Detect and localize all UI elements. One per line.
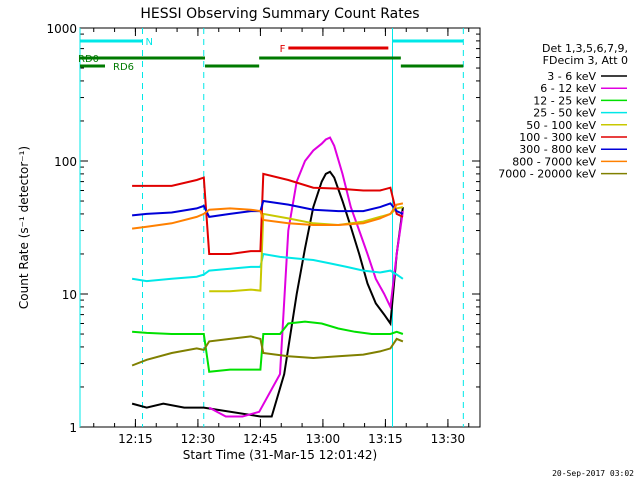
y-tick-label: 100 xyxy=(54,155,77,169)
legend-label: 3 - 6 keV xyxy=(547,70,596,83)
x-tick-label: 12:30 xyxy=(181,432,216,446)
x-tick-label: 12:45 xyxy=(243,432,278,446)
legend-header-line: FDecim 3, Att 0 xyxy=(543,54,628,67)
flag-label-f: F xyxy=(280,44,286,55)
legend-label: 6 - 12 keV xyxy=(540,82,596,95)
flag-label-rd6: RD6 xyxy=(113,62,134,73)
y-tick-label: 10 xyxy=(62,288,77,302)
chart-title: HESSI Observing Summary Count Rates xyxy=(140,6,419,22)
legend-label: 7000 - 20000 keV xyxy=(498,168,596,181)
legend-label: 25 - 50 keV xyxy=(533,107,596,120)
x-tick-label: 13:00 xyxy=(306,432,341,446)
y-tick-label: 1000 xyxy=(46,22,77,36)
flag-label-rd0: RD0 xyxy=(78,54,99,65)
flag-label-n: N xyxy=(146,37,153,48)
legend-label: 100 - 300 keV xyxy=(519,131,596,144)
series-line-3 xyxy=(131,252,404,283)
series-line-7 xyxy=(131,202,404,230)
series-line-6 xyxy=(131,199,404,218)
y-axis-label: Count Rate (s⁻¹ detector⁻¹) xyxy=(17,146,31,309)
series-line-8 xyxy=(131,335,404,367)
legend-label: 12 - 25 keV xyxy=(533,94,596,107)
legend-label: 800 - 7000 keV xyxy=(512,155,596,168)
legend-label: 300 - 800 keV xyxy=(519,143,596,156)
x-tick-label: 13:30 xyxy=(431,432,466,446)
x-axis-label: Start Time (31-Mar-15 12:01:42) xyxy=(183,448,377,462)
legend-label: 50 - 100 keV xyxy=(526,119,596,132)
x-tick-label: 13:15 xyxy=(368,432,403,446)
series-line-1 xyxy=(208,136,404,418)
x-tick-label: 12:15 xyxy=(118,432,153,446)
y-tick-label: 1 xyxy=(69,421,77,435)
legend-header-line: Det 1,3,5,6,7,9, xyxy=(542,42,628,55)
series-line-0 xyxy=(131,170,404,418)
series-line-2 xyxy=(132,320,404,373)
plot-timestamp: 20-Sep-2017 03:02 xyxy=(552,469,634,478)
